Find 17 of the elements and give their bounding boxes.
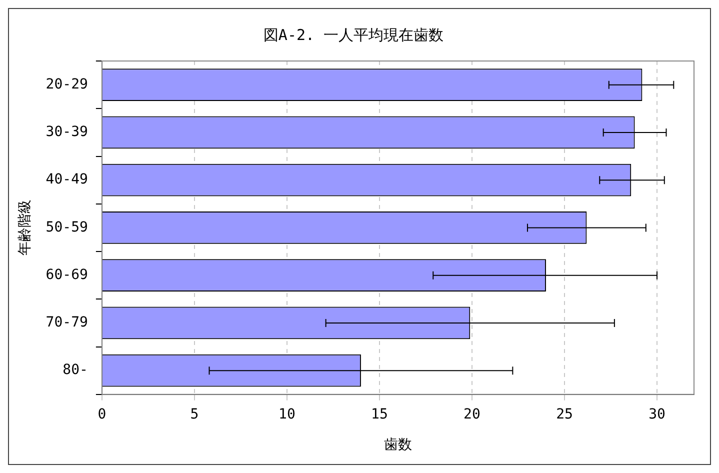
chart-title: 図A-2. 一人平均現在歯数 [263,26,444,44]
y-axis-title: 年齢階級 [17,200,34,256]
y-tick-label: 50-59 [46,219,88,236]
x-axis-title: 歯数 [384,437,412,454]
x-tick-label: 20 [464,406,480,422]
x-tick-label: 25 [556,406,573,422]
x-tick-label: 10 [278,406,296,422]
x-tick-label: 30 [648,406,666,422]
y-tick-label: 70-79 [46,314,88,331]
y-tick-label: 20-29 [46,76,88,92]
y-tick-label: 80- [62,362,88,378]
x-tick-label: 5 [190,406,199,422]
y-tick-label: 30-39 [46,124,88,140]
x-tick-label: 15 [371,406,388,422]
x-tick-label: 0 [98,406,106,422]
y-tick-label: 40-49 [46,172,88,188]
y-tick-label: 60-69 [46,266,88,283]
